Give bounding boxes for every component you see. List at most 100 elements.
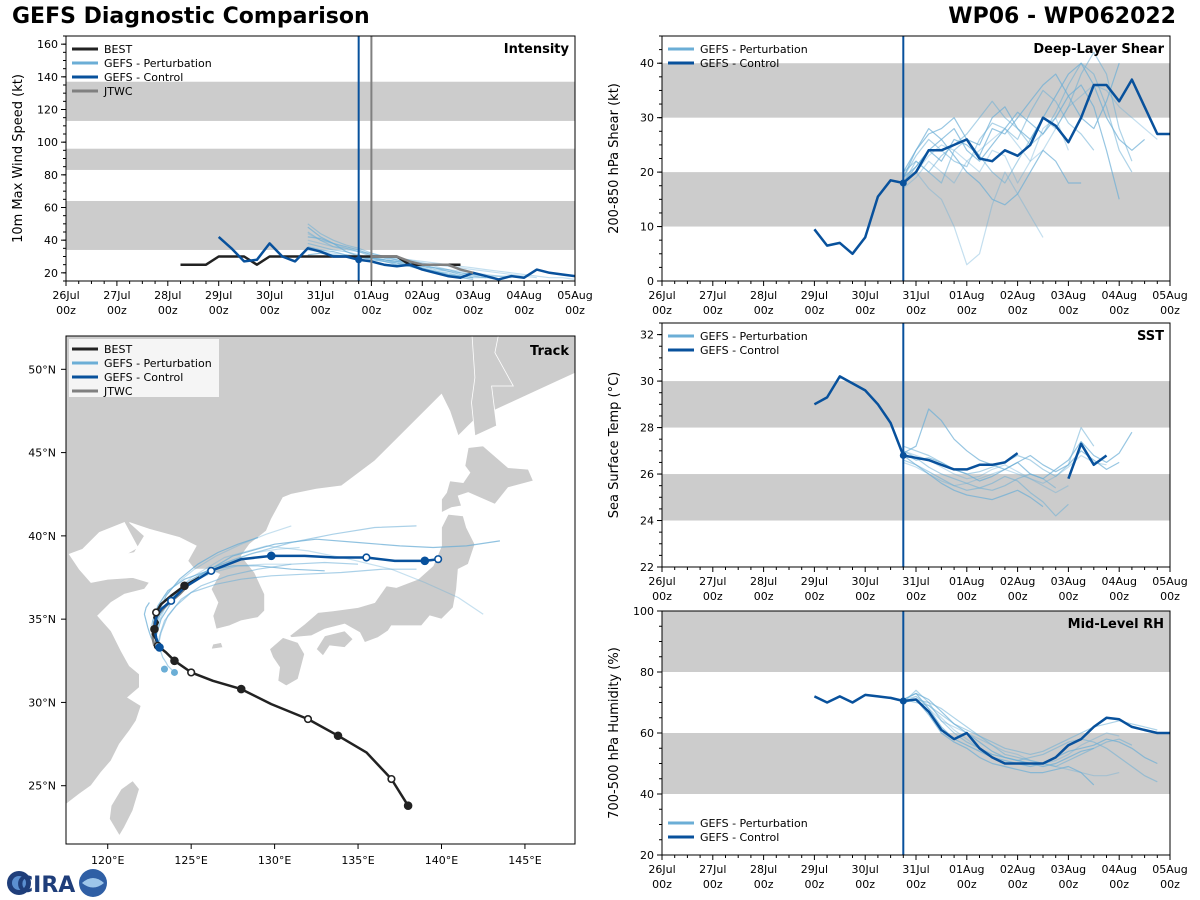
x-tick-label: 28Jul: [750, 863, 777, 876]
perturbation-track: [155, 538, 500, 648]
threshold-band: [66, 200, 575, 250]
y-tick-label: 26: [640, 468, 654, 481]
x-tick-label: 00z: [652, 590, 672, 603]
land-hokkaido: [441, 445, 534, 514]
perturbation-member-line: [903, 450, 1107, 484]
perturbation-member-line: [903, 450, 1120, 482]
perturbation-member-line: [903, 461, 1069, 494]
figure-title: GEFS Diagnostic Comparison: [12, 4, 370, 29]
land-mainland: [66, 336, 575, 805]
best-marker-filled: [333, 731, 343, 741]
threshold-band: [662, 381, 1170, 428]
perturbation-member-line: [903, 459, 1069, 517]
perturbation-member-line: [902, 84, 1158, 184]
perturbation-member-line: [307, 249, 537, 279]
control-marker-open: [207, 566, 216, 575]
x-tick-label: 29Jul: [801, 575, 828, 588]
legend-label: GEFS - Perturbation: [104, 57, 212, 70]
x-tick-label: 00z: [703, 590, 723, 603]
y-tick-label: 32: [640, 329, 654, 342]
x-tick-label: 04Aug: [1101, 863, 1136, 876]
x-tick-label: 05Aug: [557, 289, 592, 302]
x-tick-label: 28Jul: [750, 575, 777, 588]
control-marker-open: [434, 555, 443, 564]
perturbation-member-line: [902, 51, 1133, 184]
control-track: [153, 554, 439, 648]
land-kyushu: [269, 637, 306, 687]
x-tick-label: 00z: [362, 304, 382, 317]
perturbation-member-line: [902, 84, 1120, 200]
rh-chart: 20 40 60 80 100 26Jul 00z 27Jul 00z 28Jul 00z 29Jul…: [607, 605, 1188, 891]
init-marker: [355, 256, 363, 264]
init-marker: [899, 697, 907, 705]
x-tick-label: 02Aug: [1000, 863, 1035, 876]
map-area: [66, 336, 575, 844]
y-tick-label: 22: [640, 561, 654, 574]
logo-text: CIRA: [17, 873, 75, 898]
x-tick-label: 00z: [906, 304, 926, 317]
init-marker: [899, 451, 907, 459]
lat-tick-label: 50°N: [28, 363, 56, 376]
land-jeju: [210, 642, 224, 650]
x-tick-label: 01Aug: [949, 575, 984, 588]
perturbation-member-line: [902, 62, 1133, 173]
y-axis-label: 700-500 hPa Humidity (%): [607, 647, 622, 819]
y-tick-label: 28: [640, 422, 654, 435]
best-marker-open: [152, 608, 161, 617]
threshold-band: [662, 733, 1170, 794]
threshold-band: [662, 172, 1170, 227]
x-tick-label: 27Jul: [699, 863, 726, 876]
perturbation-track: [157, 647, 175, 673]
control-marker-filled: [266, 551, 276, 561]
x-tick-label: 00z: [703, 304, 723, 317]
x-tick-label: 00z: [805, 304, 825, 317]
x-tick-label: 28Jul: [750, 289, 777, 302]
x-tick-label: 26Jul: [648, 863, 675, 876]
x-tick-label: 03Aug: [1051, 289, 1086, 302]
x-tick-label: 02Aug: [405, 289, 440, 302]
x-tick-label: 00z: [652, 304, 672, 317]
cira-logo: CIRA: [7, 869, 107, 898]
x-tick-label: 00z: [1109, 878, 1129, 891]
x-tick-label: 00z: [1008, 304, 1028, 317]
sst-chart: 22 24 26 28 30 32 26Jul 00z 27Jul 00z 28Jul 00z 29Ju…: [607, 322, 1188, 603]
x-tick-label: 00z: [158, 304, 178, 317]
x-tick-label: 03Aug: [1051, 575, 1086, 588]
y-tick-label: 100: [633, 605, 654, 618]
x-tick-label: 00z: [1059, 590, 1079, 603]
x-tick-label: 04Aug: [1101, 289, 1136, 302]
panel-title: Deep-Layer Shear: [1033, 42, 1164, 57]
control-marker-open: [362, 553, 371, 562]
y-axis-label: 200-850 hPa Shear (kt): [607, 83, 622, 234]
y-tick-label: 24: [640, 515, 654, 528]
lon-tick-label: 135°E: [341, 854, 374, 867]
x-tick-label: 00z: [1160, 590, 1180, 603]
x-tick-label: 00z: [855, 878, 875, 891]
y-tick-label: 40: [640, 57, 654, 70]
x-tick-label: 00z: [805, 878, 825, 891]
x-tick-label: 00z: [260, 304, 280, 317]
x-tick-label: 31Jul: [307, 289, 334, 302]
y-tick-label: 30: [640, 375, 654, 388]
x-tick-label: 00z: [514, 304, 534, 317]
x-tick-label: 05Aug: [1152, 289, 1187, 302]
x-tick-label: 03Aug: [1051, 863, 1086, 876]
x-tick-label: 00z: [1059, 878, 1079, 891]
legend-label: GEFS - Perturbation: [700, 817, 808, 830]
control-marker-filled: [155, 643, 164, 652]
best-marker-filled: [170, 656, 179, 666]
perturbation-member-line: [307, 236, 486, 279]
x-tick-label: 00z: [906, 590, 926, 603]
threshold-band: [662, 474, 1170, 521]
threshold-band: [662, 63, 1170, 118]
lon-tick-label: 140°E: [425, 854, 458, 867]
land-taiwan: [108, 780, 140, 837]
perturbation-member-line: [903, 695, 1120, 777]
x-tick-label: 26Jul: [52, 289, 79, 302]
threshold-band: [66, 81, 575, 121]
land-honshu: [288, 513, 476, 644]
x-tick-label: 02Aug: [1000, 575, 1035, 588]
land-shikoku: [315, 630, 354, 657]
x-tick-label: 00z: [1059, 304, 1079, 317]
x-tick-label: 29Jul: [205, 289, 232, 302]
